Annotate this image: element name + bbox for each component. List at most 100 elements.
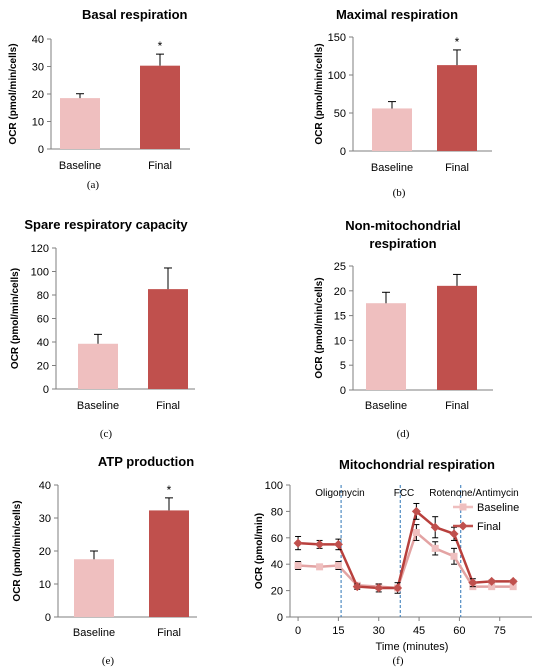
data-point [509,583,517,591]
y-axis-label: OCR (pmol/min) [254,513,265,589]
chart-title: Mitochondrial respiration [339,457,495,472]
data-point [294,562,302,570]
y-axis-label: OCR (pmol/min/cells) [314,277,325,378]
y-tick-label: 80 [37,290,49,302]
data-point [468,578,478,588]
panel-a: Basal respiration (a) 0 10 20 30 40 OCR (pmol… [8,7,190,191]
bar-baseline [74,559,114,617]
y-tick-label: 150 [328,32,346,44]
y-tick-label: 50 [334,108,346,120]
y-tick-label: 20 [32,89,44,101]
y-tick-label: 40 [271,559,283,571]
legend-label: Final [477,521,501,533]
data-point [374,583,384,593]
category-label: Final [445,400,469,412]
y-tick-label: 80 [271,506,283,518]
data-point [450,552,458,560]
chart-title: Maximal respiration [336,7,458,22]
x-tick-label: 15 [332,625,344,637]
y-tick-label: 100 [31,267,49,279]
data-point [487,576,497,586]
chart-title-line-2: respiration [369,236,436,251]
panel-caption: (d) [397,428,410,440]
category-label: Final [156,400,180,412]
panel-c: Spare respiratory capacity (c) 0 20 40 60 80… [10,217,195,440]
bar-final [149,510,189,617]
significance-marker: * [455,35,460,49]
y-tick-label: 10 [334,335,346,347]
y-axis-label: OCR (pmol/min/cells) [12,500,23,601]
category-label: Baseline [73,627,115,639]
panel-e: ATP production (e) 0 10 20 30 40 OCR (pmol/mi… [12,454,197,667]
significance-marker: * [167,483,172,497]
y-tick-label: 20 [334,286,346,298]
y-axis-label: OCR (pmol/min/cells) [10,268,21,369]
data-point [430,522,440,532]
panel-d: Non-mitochondrial respiration (d) 0 5 10 15… [314,218,493,440]
data-point [315,539,325,549]
bar-final [437,65,477,151]
panel-caption: (b) [393,187,406,199]
x-tick-label: 0 [295,625,301,637]
y-tick-label: 15 [334,311,346,323]
category-label: Final [148,160,172,172]
y-tick-label: 20 [37,361,49,373]
x-tick-label: 60 [453,625,465,637]
y-tick-label: 0 [45,612,51,624]
data-point [334,562,342,570]
y-tick-label: 30 [32,62,44,74]
injection-label: Oligomycin [315,488,364,499]
data-point [508,576,518,586]
y-tick-label: 120 [31,243,49,255]
category-label: Baseline [77,400,119,412]
panel-caption: (f) [393,655,404,667]
y-tick-label: 40 [39,480,51,492]
panel-caption: (c) [100,428,113,440]
injection-label: Rotenone/Antimycin [429,488,519,499]
data-point [412,529,420,537]
bar-baseline [366,303,406,390]
bar-baseline [372,108,412,151]
category-label: Baseline [59,160,101,172]
y-tick-label: 10 [39,579,51,591]
bar-baseline [60,98,100,149]
legend-label: Baseline [477,502,519,514]
y-tick-label: 25 [334,261,346,273]
legend: Baseline Final [453,502,519,533]
series-final [293,502,518,594]
y-tick-label: 30 [39,513,51,525]
panel-caption: (e) [102,655,115,667]
category-label: Final [445,162,469,174]
injection-label: FCC [394,488,415,499]
chart-title: Basal respiration [82,7,188,22]
bar-final [148,289,188,389]
panel-f: Mitochondrial respiration (f) 0 20 40 60 80 1… [254,457,532,667]
y-tick-label: 0 [277,612,283,624]
data-point [411,506,421,516]
category-label: Baseline [371,162,413,174]
y-tick-label: 60 [271,533,283,545]
y-tick-label: 40 [37,337,49,349]
x-tick-label: 45 [413,625,425,637]
panel-caption: (a) [87,179,100,191]
data-point [393,583,403,593]
x-tick-label: 75 [494,625,506,637]
y-tick-label: 0 [38,144,44,156]
data-point [293,538,303,548]
y-tick-label: 0 [340,146,346,158]
chart-title: ATP production [98,454,194,469]
y-axis-label: OCR (pmol/min/cells) [8,43,19,144]
y-tick-label: 0 [340,385,346,397]
y-tick-label: 100 [328,70,346,82]
y-tick-label: 0 [43,384,49,396]
significance-marker: * [158,39,163,53]
y-tick-label: 5 [340,360,346,372]
y-tick-label: 20 [39,546,51,558]
y-tick-label: 40 [32,34,44,46]
y-tick-label: 60 [37,314,49,326]
bar-final [140,65,180,149]
x-tick-label: 30 [373,625,385,637]
data-point [431,544,439,552]
category-label: Final [157,627,181,639]
